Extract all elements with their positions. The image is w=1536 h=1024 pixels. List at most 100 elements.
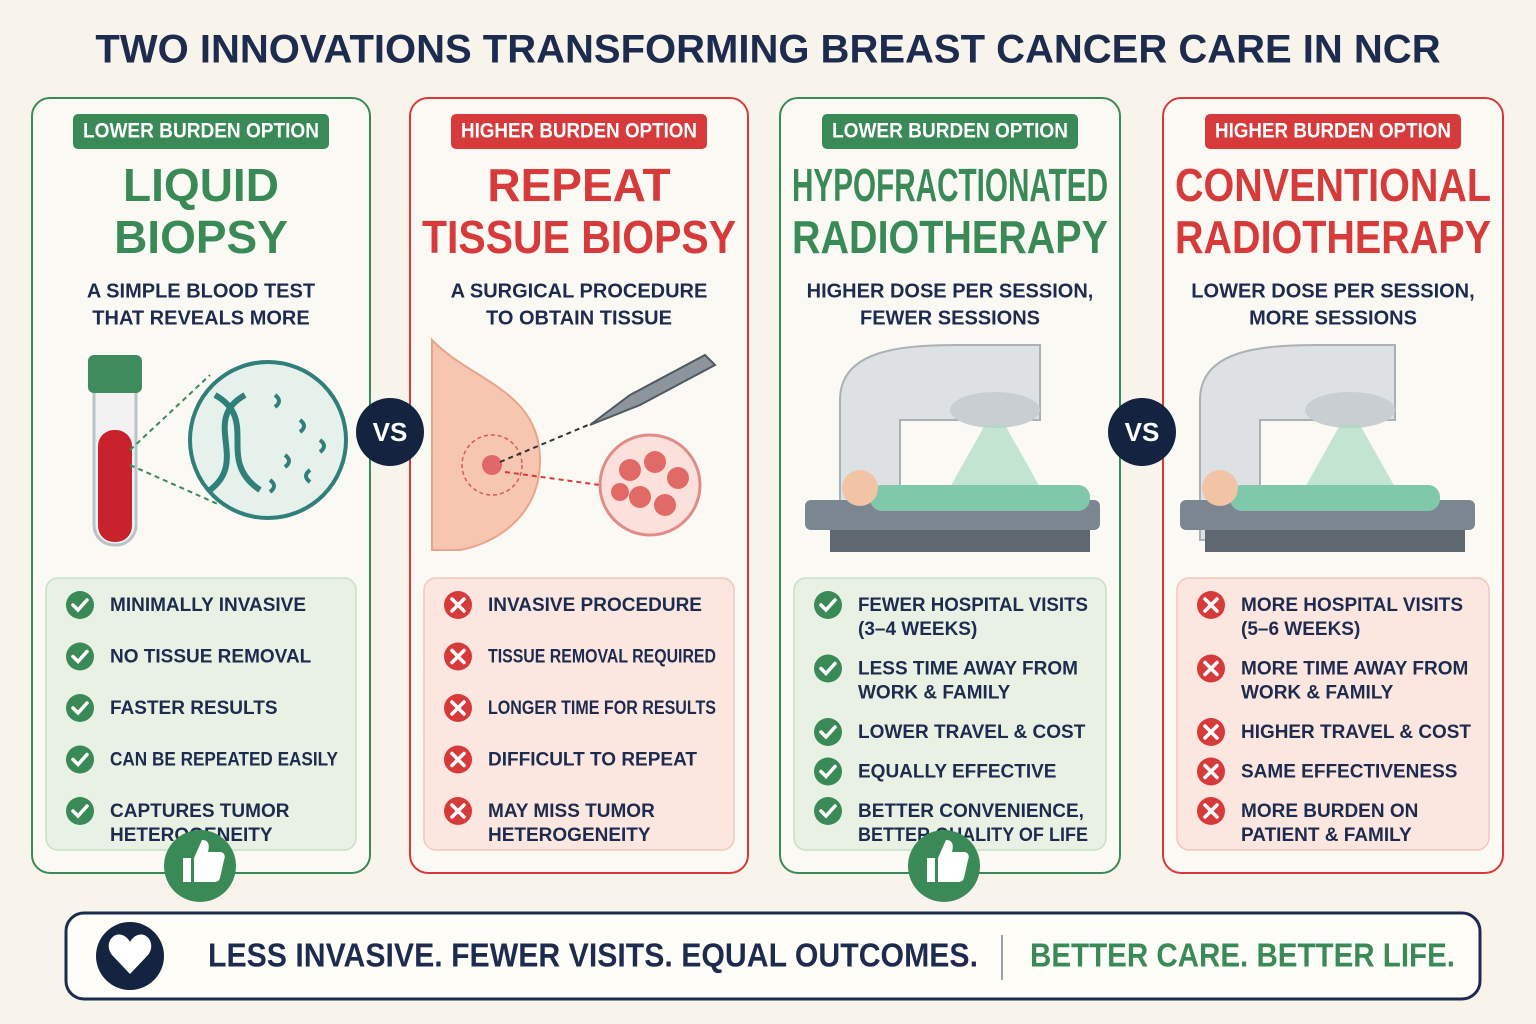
feature-text: MINIMALLY INVASIVE: [110, 595, 306, 616]
feature-item: LESS TIME AWAY FROM WORK & FAMILY: [814, 654, 1078, 704]
feature-text: HETEROGENEITY: [488, 825, 651, 846]
card-title: CONVENTIONAL: [1175, 159, 1491, 211]
feature-item: FASTER RESULTS: [66, 694, 278, 722]
footer-box: [64, 911, 1482, 1001]
check-icon: [66, 694, 94, 722]
feature-text: MORE HOSPITAL VISITS: [1241, 595, 1463, 616]
feature-text: LONGER TIME FOR RESULTS: [488, 698, 716, 719]
card-subtitle: A SIMPLE BLOOD TEST: [87, 280, 315, 302]
check-mark: [71, 804, 89, 819]
badge: [1205, 114, 1461, 149]
check-icon: [814, 797, 842, 825]
card-title: REPEAT: [487, 159, 670, 211]
x-mark: [450, 700, 466, 716]
feature-item: INVASIVE PROCEDURE: [444, 591, 702, 619]
x-mark: [1203, 803, 1219, 819]
feature-item: MAY MISS TUMOR HETEROGENEITY: [444, 797, 655, 846]
feature-text: LESS TIME AWAY FROM: [858, 659, 1078, 680]
feature-text: NO TISSUE REMOVAL: [110, 647, 312, 668]
footer-right: BETTER CARE. BETTER LIFE.: [1030, 937, 1455, 974]
vs-label: VS: [373, 417, 408, 447]
feature-text: DIFFICULT TO REPEAT: [488, 750, 697, 771]
feature-item: MORE BURDEN ON PATIENT & FAMILY: [1197, 797, 1418, 846]
test-tube: [88, 355, 348, 547]
check-mark: [71, 649, 89, 665]
check-mark: [819, 661, 837, 677]
thumbs-up: [164, 830, 236, 902]
card-subtitle: HIGHER DOSE PER SESSION,: [807, 280, 1094, 302]
check-icon: [66, 745, 94, 774]
check-mark: [71, 701, 89, 716]
card-title: RADIOTHERAPY: [792, 211, 1108, 263]
feature-text: MORE BURDEN ON: [1241, 801, 1418, 822]
x-mark: [1203, 724, 1219, 740]
feature-item: NO TISSUE REMOVAL: [66, 642, 312, 671]
check-mark: [819, 804, 837, 819]
vs-badge: [1108, 398, 1176, 466]
feature-text: EQUALLY EFFECTIVE: [858, 762, 1056, 783]
footer-left: LESS INVASIVE. FEWER VISITS. EQUAL OUTCO…: [208, 937, 978, 974]
feature-text: CAN BE REPEATED EASILY: [110, 750, 338, 771]
feature-item: LONGER TIME FOR RESULTS: [444, 694, 716, 722]
vs-badge: [356, 398, 424, 466]
check-icon: [814, 718, 842, 746]
breast-biopsy: [431, 337, 717, 551]
check-icon: [66, 591, 94, 619]
feature-text: TISSUE REMOVAL REQUIRED: [488, 647, 716, 668]
card-subtitle: THAT REVEALS MORE: [92, 307, 309, 329]
x-mark: [450, 751, 466, 768]
check-icon: [814, 591, 842, 619]
feature-item: MINIMALLY INVASIVE: [66, 591, 306, 619]
card-subtitle: A SURGICAL PROCEDURE: [451, 280, 708, 302]
feature-item: EQUALLY EFFECTIVE: [814, 757, 1056, 786]
card-subtitle: FEWER SESSIONS: [860, 307, 1040, 329]
feature-item: BETTER CONVENIENCE, BETTER QUALITY OF LIF…: [814, 797, 1088, 846]
feature-text: CAPTURES TUMOR: [110, 801, 290, 822]
feature-text: HIGHER TRAVEL & COST: [1241, 722, 1471, 743]
thumbs-up: [908, 830, 980, 902]
feature-box: [423, 577, 735, 851]
feature-box: [1176, 577, 1490, 851]
feature-text: (5–6 WEEKS): [1241, 619, 1360, 640]
feature-text: FASTER RESULTS: [110, 698, 278, 719]
badge-label: LOWER BURDEN OPTION: [832, 120, 1068, 143]
badge: [822, 114, 1078, 149]
check-icon: [814, 654, 842, 683]
x-mark: [1203, 660, 1219, 677]
card-title: TISSUE BIOPSY: [422, 211, 736, 263]
feature-text: FEWER HOSPITAL VISITS: [858, 595, 1088, 616]
feature-item: DIFFICULT TO REPEAT: [444, 745, 697, 774]
feature-text: MORE TIME AWAY FROM: [1241, 659, 1468, 680]
x-mark: [1203, 763, 1219, 780]
badge: [451, 114, 707, 149]
x-mark: [450, 648, 466, 665]
radiotherapy-machine-2: [1180, 344, 1475, 552]
card-subtitle: LOWER DOSE PER SESSION,: [1191, 280, 1474, 302]
card-title: HYPOFRACTIONATED: [792, 159, 1108, 211]
feature-text: PATIENT & FAMILY: [1241, 825, 1412, 846]
feature-text: LOWER TRAVEL & COST: [858, 722, 1086, 743]
check-icon: [66, 642, 94, 671]
vs-label: VS: [1125, 417, 1160, 447]
feature-item: HIGHER TRAVEL & COST: [1197, 718, 1471, 746]
feature-item: TISSUE REMOVAL REQUIRED: [444, 642, 716, 671]
feature-text: WORK & FAMILY: [858, 683, 1011, 704]
check-icon: [66, 797, 94, 825]
card-subtitle: MORE SESSIONS: [1249, 307, 1417, 329]
check-mark: [71, 598, 89, 613]
feature-item: CAN BE REPEATED EASILY: [66, 745, 338, 774]
feature-text: BETTER QUALITY OF LIFE: [858, 825, 1088, 846]
x-mark: [1203, 597, 1219, 613]
check-icon: [814, 757, 842, 786]
feature-text: SAME EFFECTIVENESS: [1241, 762, 1457, 783]
feature-text: BETTER CONVENIENCE,: [858, 801, 1084, 822]
check-mark: [819, 725, 837, 740]
x-mark: [450, 803, 466, 819]
badge: [73, 114, 329, 149]
badge-label: LOWER BURDEN OPTION: [83, 120, 319, 143]
check-mark: [819, 764, 837, 780]
feature-item: SAME EFFECTIVENESS: [1197, 757, 1457, 786]
x-mark: [450, 597, 466, 613]
feature-item: MORE HOSPITAL VISITS (5–6 WEEKS): [1197, 591, 1463, 640]
